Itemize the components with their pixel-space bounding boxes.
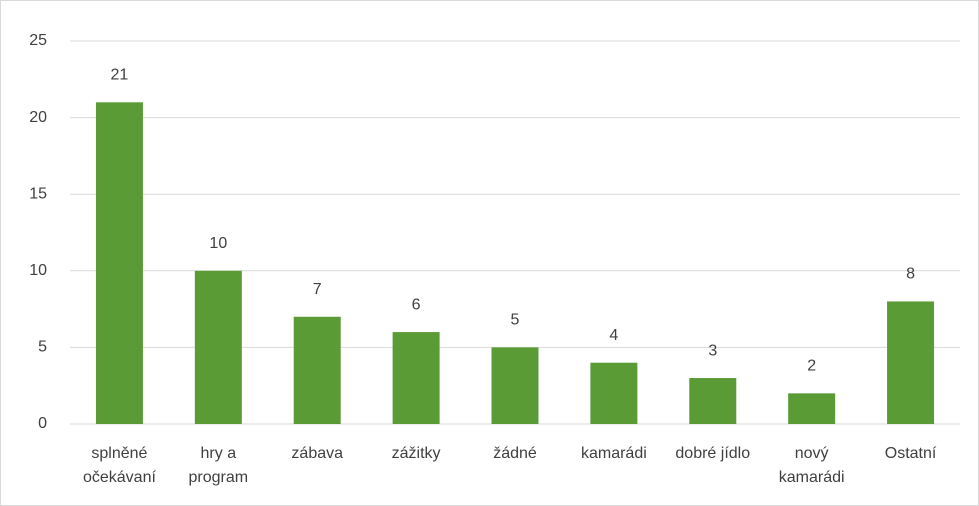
bar [95, 102, 143, 424]
data-label: 3 [708, 342, 717, 359]
y-tick-label: 10 [29, 262, 47, 279]
data-label: 8 [906, 266, 915, 283]
data-label: 6 [412, 296, 421, 313]
y-tick-label: 25 [29, 32, 47, 49]
bar [689, 378, 737, 424]
x-tick-label: nový kamarádi [778, 445, 845, 486]
x-tick-label: splněné očekávaní [82, 445, 156, 486]
y-tick-label: 0 [38, 415, 47, 432]
bar [293, 316, 341, 424]
data-label: 21 [111, 66, 129, 83]
bar [491, 347, 539, 424]
x-tick-label: zábava [291, 445, 344, 462]
data-label: 7 [313, 281, 322, 298]
bar [194, 270, 242, 424]
bar [887, 301, 935, 424]
bar [392, 332, 440, 424]
bar [788, 393, 836, 424]
y-tick-label: 20 [29, 109, 47, 126]
bar [590, 362, 638, 424]
x-tick-label: kamarádi [580, 445, 647, 462]
x-tick-label: zážitky [391, 445, 441, 462]
x-tick-label: hry a program [188, 445, 249, 486]
data-label: 4 [609, 327, 618, 344]
x-tick-label: Ostatní [884, 445, 937, 462]
y-tick-label: 5 [38, 339, 47, 356]
data-label: 2 [807, 358, 816, 375]
data-label: 10 [209, 235, 227, 252]
y-tick-label: 15 [29, 185, 47, 202]
x-tick-label: dobré jídlo [675, 445, 751, 462]
x-tick-label: žádné [493, 445, 537, 462]
data-label: 5 [511, 312, 520, 329]
